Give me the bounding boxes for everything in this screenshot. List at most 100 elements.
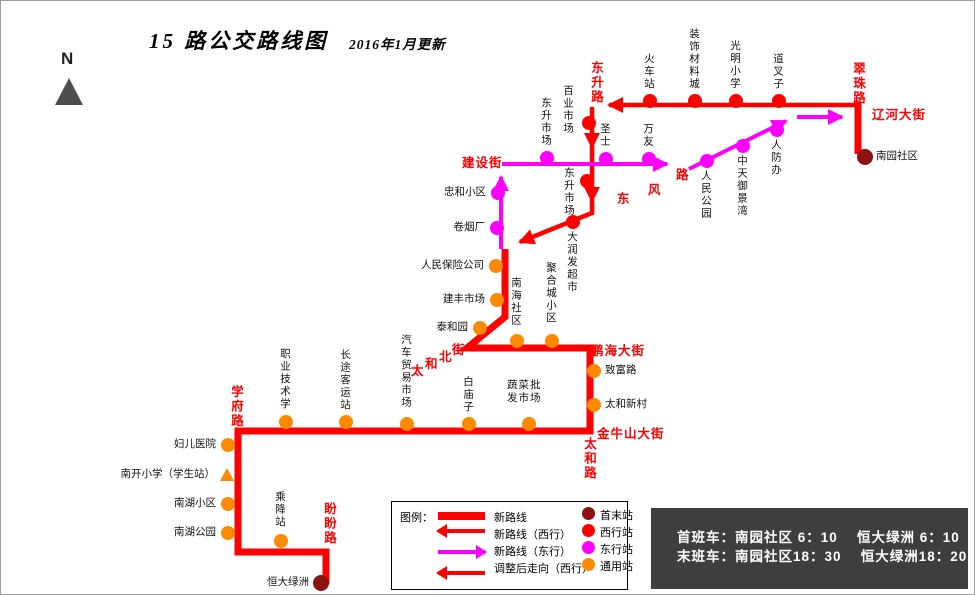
station-marker — [313, 575, 329, 591]
station-marker — [545, 334, 559, 348]
station-marker — [400, 417, 414, 431]
north-arrow-icon — [55, 78, 83, 105]
station-marker — [489, 259, 503, 273]
station-marker — [473, 321, 487, 335]
legend-line-label: 调整后走向（西行） — [494, 563, 593, 575]
station-marker — [221, 526, 235, 540]
road-label: 风 — [648, 183, 662, 197]
road-label: 建设街 — [462, 156, 503, 170]
station-marker — [688, 94, 702, 108]
station-marker — [522, 417, 536, 431]
station-marker — [857, 149, 873, 165]
station-marker — [462, 417, 476, 431]
station-label: 致富路 — [605, 364, 637, 376]
legend-stop-label: 首末站 — [600, 510, 633, 522]
station-label: 蔬菜批发市场 — [507, 379, 542, 404]
station-label: 聚合城小区 — [545, 262, 557, 325]
route-main-line — [234, 249, 594, 584]
station-label: 南湖小区 — [174, 497, 216, 509]
station-label: 南开小学（学生站） — [120, 468, 216, 480]
station-label: 东升市场 — [563, 167, 575, 217]
legend-stop-dot-eastbound — [582, 541, 595, 554]
station-label: 忠和小区 — [444, 186, 486, 198]
station-marker — [279, 415, 293, 429]
schedule-panel: 首班车：南园社区 6：10 恒大绿洲 6：10 末班车：南园社区18：30 恒大… — [651, 508, 968, 589]
station-marker — [587, 364, 601, 378]
road-label: 学府路 — [229, 385, 243, 429]
station-label: 装饰材料城 — [688, 27, 700, 91]
station-label: 太和新村 — [605, 398, 647, 410]
station-marker — [566, 215, 580, 229]
station-label: 卷烟厂 — [453, 221, 486, 233]
road-label: 路 — [676, 168, 690, 182]
legend-stop-label: 东行站 — [600, 544, 633, 556]
legend-line-sample-westbound — [436, 524, 485, 538]
legend-line-label: 新路线（西行） — [494, 529, 571, 541]
station-label: 百业市场 — [562, 85, 574, 135]
station-marker — [772, 94, 786, 108]
legend-stop-dot-common — [582, 558, 595, 571]
station-marker — [221, 438, 235, 452]
station-label: 圣士 — [599, 123, 611, 148]
station-label: 道叉子 — [772, 52, 784, 91]
legend-line-label: 新路线（东行） — [494, 546, 571, 558]
station-label: 乘降站 — [274, 491, 286, 529]
road-label: 金牛山大街 — [597, 427, 665, 441]
station-label: 人防办 — [770, 139, 782, 177]
station-label: 泰和园 — [436, 321, 469, 333]
road-label: 太和路 — [582, 437, 596, 481]
route-westbound-arrow — [518, 201, 595, 245]
station-marker — [540, 151, 554, 165]
station-label: 职业技术学 — [279, 348, 291, 411]
station-marker — [490, 293, 504, 307]
station-marker — [599, 152, 613, 166]
road-label: 鹏海大街 — [591, 344, 646, 358]
road-label: 辽河大街 — [872, 108, 927, 122]
station-marker — [582, 116, 596, 130]
road-label: 东升路 — [589, 61, 603, 105]
road-label: 和 — [425, 357, 439, 371]
station-label: 恒大绿洲 — [267, 576, 309, 588]
page-subtitle: 2016年1月更新 — [349, 37, 446, 52]
legend-stop-dot-terminal — [582, 507, 595, 520]
road-label: 翠珠路 — [851, 62, 865, 106]
station-marker — [220, 468, 234, 481]
station-label: 大润发超市 — [566, 231, 578, 294]
road-label: 东 — [617, 192, 631, 206]
station-label: 建丰市场 — [443, 293, 485, 305]
station-marker — [770, 123, 784, 137]
station-label: 人民公园 — [700, 170, 712, 220]
station-marker — [339, 415, 353, 429]
page-title: 15 路公交路线图 — [149, 29, 329, 53]
station-marker — [490, 221, 504, 235]
legend-line-sample-adjusted-westbound — [436, 566, 485, 580]
station-marker — [700, 154, 714, 168]
station-label: 长途客运站 — [339, 349, 351, 412]
legend-line-sample-new-route — [438, 512, 485, 520]
station-label: 光明小学 — [729, 40, 741, 90]
station-marker — [736, 139, 750, 153]
schedule-first-bus: 首班车：南园社区 6：10 恒大绿洲 6：10 — [677, 530, 960, 545]
station-label: 南海社区 — [510, 277, 522, 327]
legend-stop-label: 西行站 — [600, 527, 633, 539]
station-marker — [491, 186, 505, 200]
station-marker — [643, 94, 657, 108]
station-label: 火车站 — [643, 52, 655, 91]
station-label: 妇儿医院 — [174, 438, 216, 450]
legend-title: 图例： — [400, 512, 433, 524]
road-label: 北 — [439, 350, 453, 364]
schedule-last-bus: 末班车：南园社区18：30 恒大绿洲18：20 — [677, 549, 968, 564]
station-label: 白庙子 — [462, 376, 474, 414]
station-label: 中天御景湾 — [736, 155, 748, 218]
station-label: 人民保险公司 — [421, 259, 484, 271]
north-label: N — [61, 49, 74, 68]
station-label: 南湖公园 — [174, 526, 216, 538]
station-label: 东升市场 — [540, 97, 552, 147]
station-marker — [580, 174, 594, 188]
station-marker — [729, 94, 743, 108]
station-marker — [587, 398, 601, 412]
road-label: 太 — [411, 364, 425, 378]
station-marker — [274, 534, 288, 548]
station-label: 万友 — [642, 123, 654, 148]
road-label: 街 — [452, 343, 466, 357]
